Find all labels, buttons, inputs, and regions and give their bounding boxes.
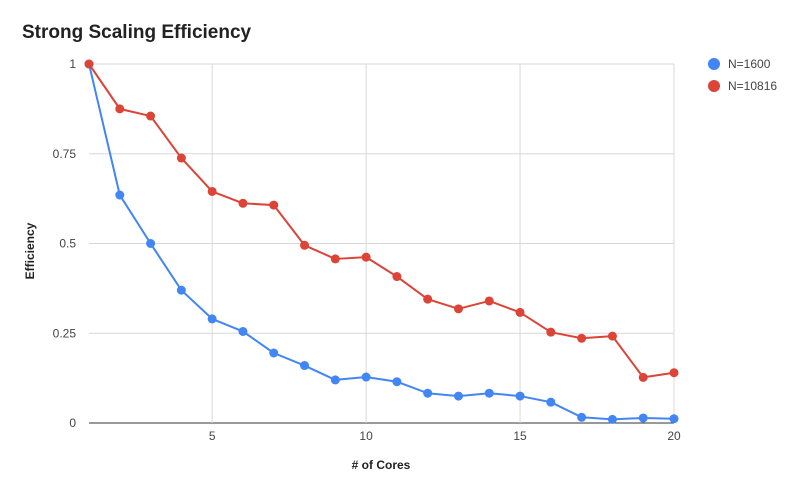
series-1 <box>84 59 679 424</box>
x-tick-label: 5 <box>209 429 216 443</box>
x-tick-label: 10 <box>359 429 373 443</box>
data-point <box>238 198 248 208</box>
data-point <box>207 186 217 196</box>
data-point <box>361 372 371 382</box>
legend-swatch <box>708 80 720 92</box>
series <box>84 59 679 424</box>
data-point <box>638 372 648 382</box>
x-axis-label: # of Cores <box>352 458 411 472</box>
legend[interactable]: N=1600 N=10816 <box>708 57 777 93</box>
data-point <box>515 307 525 317</box>
series-2 <box>84 59 679 382</box>
data-point <box>146 239 156 248</box>
legend-label: N=1600 <box>728 57 771 71</box>
data-point <box>84 59 94 69</box>
legend-swatch <box>708 58 720 70</box>
data-point <box>238 326 248 336</box>
y-tick-label: 0 <box>69 416 76 430</box>
data-point <box>546 397 556 407</box>
data-point <box>669 414 679 424</box>
gridlines <box>89 63 675 424</box>
data-point <box>392 377 402 387</box>
data-point <box>638 413 648 423</box>
data-point <box>115 190 125 200</box>
data-point <box>484 296 494 306</box>
data-point <box>300 240 310 250</box>
data-point <box>453 304 463 314</box>
data-point <box>269 200 279 210</box>
data-point <box>607 331 617 341</box>
y-tick-label: 0.25 <box>53 326 77 340</box>
legend-label: N=10816 <box>728 79 777 93</box>
data-point <box>546 327 556 337</box>
data-point <box>176 153 186 163</box>
series-line <box>88 63 675 421</box>
data-point <box>361 252 371 262</box>
data-point <box>330 254 340 264</box>
data-point <box>515 391 525 401</box>
data-point <box>453 391 463 401</box>
y-tick-label: 0.5 <box>59 237 76 251</box>
legend-item[interactable]: N=10816 <box>708 79 777 93</box>
data-point <box>330 375 340 385</box>
data-point <box>146 111 156 121</box>
data-point <box>392 272 402 282</box>
x-axis-ticks: 5 10 15 20 <box>209 429 681 443</box>
data-point <box>423 388 433 398</box>
data-point <box>423 294 433 304</box>
data-point <box>269 348 279 358</box>
data-point <box>300 361 310 371</box>
y-axis-label: Efficiency <box>23 222 37 279</box>
y-tick-label: 1 <box>69 57 76 71</box>
data-point <box>607 414 617 424</box>
x-tick-label: 15 <box>513 429 527 443</box>
series-line <box>88 63 675 379</box>
data-point <box>577 412 587 422</box>
data-point <box>115 104 125 114</box>
data-point <box>207 314 217 324</box>
legend-item[interactable]: N=1600 <box>708 57 771 71</box>
y-axis-ticks: 0 0.25 0.5 0.75 1 <box>53 57 77 430</box>
data-point <box>669 368 679 378</box>
data-point <box>484 388 494 398</box>
data-point <box>577 333 587 343</box>
data-point <box>176 285 186 295</box>
x-tick-label: 20 <box>667 429 681 443</box>
chart-title: Strong Scaling Efficiency <box>22 22 252 43</box>
y-tick-label: 0.75 <box>53 147 77 161</box>
